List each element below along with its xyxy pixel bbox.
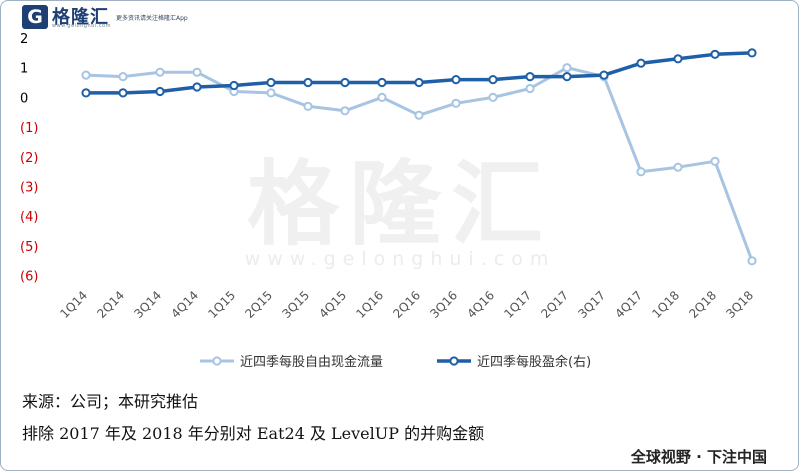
source-note: 来源：公司；本研究推估 xyxy=(22,392,199,411)
data-point xyxy=(451,75,461,85)
x-tick-label: 1Q14 xyxy=(57,288,90,321)
data-point xyxy=(525,83,535,94)
data-point xyxy=(710,49,720,59)
y-tick-label: (5) xyxy=(20,240,38,255)
x-tick-label: 1Q17 xyxy=(501,288,534,321)
x-tick-label: 4Q14 xyxy=(168,288,201,321)
x-tick-label: 1Q18 xyxy=(649,288,682,321)
x-tick-label: 3Q14 xyxy=(131,288,164,321)
data-point xyxy=(710,156,720,166)
data-point xyxy=(414,77,424,88)
data-point xyxy=(451,98,461,108)
data-point xyxy=(340,77,350,88)
x-tick-label: 1Q15 xyxy=(205,288,238,321)
data-point xyxy=(303,101,313,111)
legend-label: 近四季每股自由现金流量 xyxy=(240,354,383,370)
series-line xyxy=(85,66,754,262)
legend: 近四季每股自由现金流量 近四季每股盈余(右) xyxy=(200,354,591,370)
logo-url: www.gelonghui.com xyxy=(52,23,111,29)
data-point xyxy=(81,70,91,80)
y-tick-label: (4) xyxy=(20,210,38,225)
data-point xyxy=(118,72,128,82)
y-axis-ticks: 2 1 0 (1) (2) (3) (4) (5) (6) xyxy=(20,32,38,285)
data-point xyxy=(747,48,757,58)
x-tick-label: 1Q16 xyxy=(353,288,386,321)
y-tick-label: (3) xyxy=(20,181,38,196)
data-point xyxy=(673,54,683,64)
y-tick-label: (2) xyxy=(20,151,38,166)
data-point xyxy=(562,72,572,82)
data-point xyxy=(229,80,239,91)
data-point xyxy=(118,88,128,98)
x-tick-label: 2Q14 xyxy=(94,288,127,321)
data-point xyxy=(303,77,313,88)
footnote: 排除 2017 年及 2018 年分别对 Eat24 及 LevelUP 的并购… xyxy=(22,424,485,443)
data-point xyxy=(192,67,202,77)
x-axis-ticks: 1Q14 2Q14 3Q14 4Q14 1Q15 2Q15 3Q15 4Q15 1Q16 2Q16… xyxy=(57,288,756,321)
data-point xyxy=(636,167,646,177)
data-point xyxy=(488,92,498,103)
x-tick-label: 2Q17 xyxy=(538,288,571,321)
data-point xyxy=(414,110,424,120)
data-point xyxy=(377,92,387,103)
data-point xyxy=(81,88,91,98)
data-point xyxy=(599,70,609,80)
data-point xyxy=(525,72,535,82)
footer-slogan: 全球视野 · 下注中国 xyxy=(630,448,767,466)
logo: G 格隆汇 www.gelonghui.com 更多资讯请关注格隆汇App xyxy=(4,2,204,32)
x-tick-label: 2Q18 xyxy=(686,288,719,321)
x-tick-label: 3Q17 xyxy=(575,288,608,321)
legend-swatch-marker xyxy=(212,356,222,366)
x-tick-label: 2Q15 xyxy=(242,288,275,321)
data-point xyxy=(155,86,165,97)
data-point xyxy=(747,256,757,266)
x-tick-label: 4Q15 xyxy=(316,288,349,321)
series-layer xyxy=(81,48,757,266)
data-point xyxy=(266,88,276,98)
data-point xyxy=(192,82,202,92)
x-tick-label: 3Q15 xyxy=(279,288,312,321)
data-point xyxy=(266,77,276,88)
x-tick-label: 4Q16 xyxy=(464,288,497,321)
logo-slogan: 更多资讯请关注格隆汇App xyxy=(116,15,188,22)
logo-mark: G xyxy=(22,5,48,29)
x-tick-label: 4Q17 xyxy=(612,288,645,321)
y-tick-label: (1) xyxy=(20,121,38,136)
data-point xyxy=(636,58,646,68)
x-tick-label: 2Q16 xyxy=(390,288,423,321)
data-point xyxy=(562,63,572,73)
x-tick-label: 3Q18 xyxy=(723,288,756,321)
data-point xyxy=(340,106,350,116)
data-point xyxy=(155,67,165,77)
y-tick-label: 0 xyxy=(20,91,28,106)
data-point xyxy=(377,77,387,88)
data-point xyxy=(488,75,498,85)
data-point xyxy=(673,162,683,172)
x-tick-label: 3Q16 xyxy=(427,288,460,321)
logo-brand: 格隆汇 xyxy=(52,7,109,28)
legend-swatch-marker xyxy=(449,356,459,366)
y-tick-label: 1 xyxy=(20,62,28,77)
y-tick-label: (6) xyxy=(20,270,38,285)
y-tick-label: 2 xyxy=(20,32,28,47)
legend-label: 近四季每股盈余(右) xyxy=(477,354,591,370)
